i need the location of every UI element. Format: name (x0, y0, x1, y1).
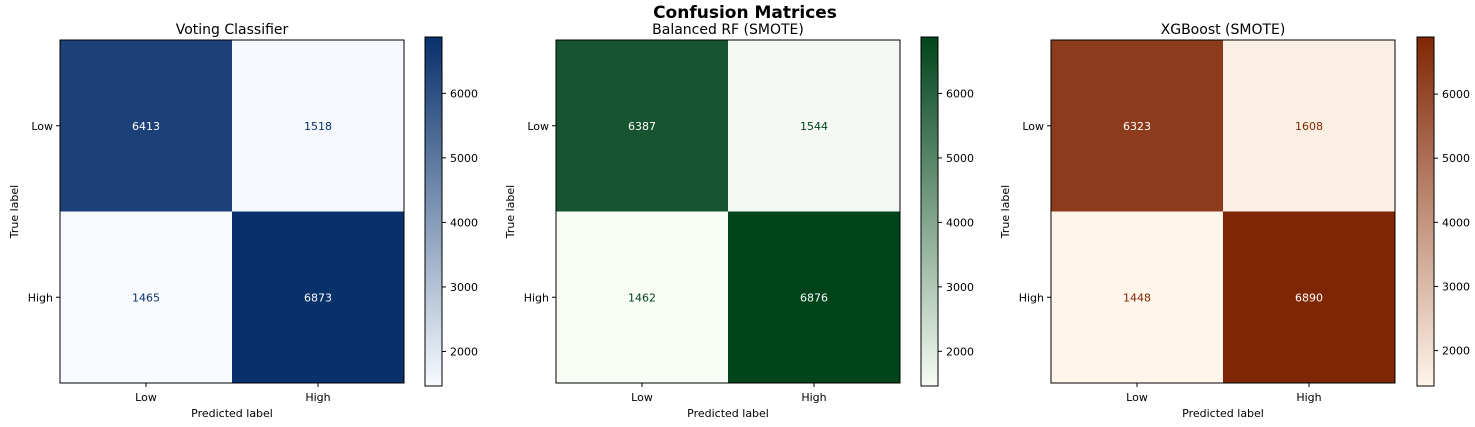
matrix-cell-low-low (1051, 40, 1223, 212)
colorbar (920, 36, 939, 387)
x-tick-label: Low (1126, 391, 1148, 404)
cell-value-label: 1518 (304, 120, 332, 133)
cell-value-label: 1544 (800, 120, 828, 133)
y-tick-label: High (524, 291, 549, 304)
cell-value-label: 6323 (1123, 120, 1151, 133)
x-tick-label: Low (631, 391, 653, 404)
y-tick-label: High (1019, 291, 1044, 304)
colorbar-tick-label: 5000 (450, 152, 478, 165)
matrix-cell-low-high (232, 40, 404, 212)
colorbar (424, 36, 443, 387)
matrix-cell-high-high (232, 211, 404, 383)
colorbar-tick-label: 4000 (1442, 216, 1470, 229)
y-axis-label: True label (504, 185, 517, 239)
matrix-cell-high-low (60, 211, 232, 383)
matrix-cell-high-high (1223, 211, 1395, 383)
matrix-cell-low-low (556, 40, 728, 212)
colorbar-tick-label: 6000 (450, 87, 478, 100)
matrix-cell-low-low (60, 40, 232, 212)
y-tick-label: Low (1022, 120, 1044, 133)
y-tick-label: Low (31, 120, 53, 133)
colorbar-tick-label: 2000 (450, 345, 478, 358)
cell-value-label: 6890 (1295, 291, 1323, 304)
panel-title: Voting Classifier (176, 22, 289, 38)
colorbar-tick-label: 3000 (946, 281, 974, 294)
matrix-cell-low-high (1223, 40, 1395, 212)
matrix-cell-high-low (1051, 211, 1223, 383)
confusion-matrix-panel-2: Balanced RF (SMOTE) 6387 1544 1462 6876 Low Hi… (504, 22, 974, 420)
panel-title: XGBoost (SMOTE) (1161, 22, 1286, 38)
cell-value-label: 6387 (628, 120, 656, 133)
panel-title: Balanced RF (SMOTE) (652, 22, 804, 38)
figure-suptitle: Confusion Matrices (653, 3, 837, 23)
y-tick-label: Low (527, 120, 549, 133)
colorbar-tick-label: 5000 (1442, 152, 1470, 165)
matrix-cell-high-low (556, 211, 728, 383)
confusion-matrix-panel-3: XGBoost (SMOTE) 6323 1608 1448 6890 Low High Pr… (999, 22, 1470, 420)
plot-frame (59, 39, 405, 384)
x-axis-label: Predicted label (687, 407, 769, 420)
colorbar-tick-label: 2000 (1442, 345, 1470, 358)
y-axis-label: True label (999, 185, 1012, 239)
cell-value-label: 1448 (1123, 291, 1151, 304)
colorbar-tick-label: 2000 (946, 345, 974, 358)
x-axis-label: Predicted label (1182, 407, 1264, 420)
x-tick-label: Low (135, 391, 157, 404)
colorbar-tick-label: 6000 (946, 87, 974, 100)
cell-value-label: 6413 (132, 120, 160, 133)
cell-value-label: 1608 (1295, 120, 1323, 133)
cell-value-label: 6873 (304, 291, 332, 304)
x-tick-label: High (1296, 391, 1321, 404)
cell-value-label: 1465 (132, 291, 160, 304)
cell-value-label: 1462 (628, 291, 656, 304)
confusion-matrix-panel-1: Voting Classifier 6413 1518 1465 6873 Low High… (8, 22, 478, 420)
x-tick-label: High (801, 391, 826, 404)
colorbar-tick-label: 3000 (1442, 280, 1470, 293)
colorbar-tick-label: 3000 (450, 281, 478, 294)
colorbar (1416, 36, 1435, 387)
y-axis-label: True label (8, 185, 21, 239)
matrix-cell-high-high (728, 211, 900, 383)
colorbar-tick-label: 4000 (946, 216, 974, 229)
x-axis-label: Predicted label (191, 407, 273, 420)
colorbar-tick-label: 5000 (946, 152, 974, 165)
matrix-cell-low-high (728, 40, 900, 212)
colorbar-tick-label: 4000 (450, 216, 478, 229)
x-tick-label: High (305, 391, 330, 404)
colorbar-tick-label: 6000 (1442, 88, 1470, 101)
y-tick-label: High (28, 291, 53, 304)
plot-frame (555, 39, 901, 384)
plot-frame (1050, 39, 1396, 384)
cell-value-label: 6876 (800, 291, 828, 304)
